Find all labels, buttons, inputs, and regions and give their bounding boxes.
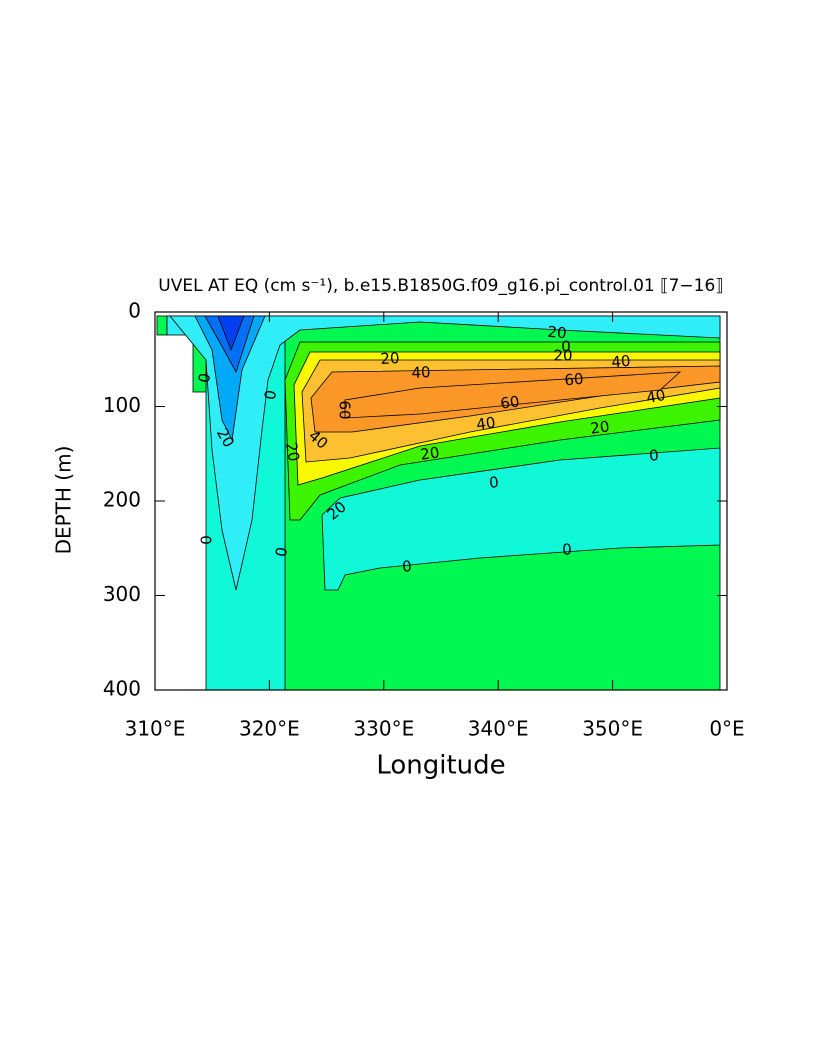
contour-label: 0 <box>488 473 499 492</box>
contour-label: 0 <box>272 546 291 559</box>
y-axis-label: DEPTH (m) <box>52 446 76 555</box>
contour-label: 0 <box>562 540 572 558</box>
x-tick-label: 330°E <box>353 717 414 741</box>
contour-label: 60 <box>336 400 354 419</box>
x-tick-label: 320°E <box>239 717 300 741</box>
y-tick-label: 0 <box>128 299 141 323</box>
contour-label: 20 <box>419 443 440 463</box>
contour-label: 0 <box>561 338 571 356</box>
y-tick-label: 100 <box>103 393 141 417</box>
contour-label: 40 <box>411 363 431 382</box>
region <box>156 315 168 336</box>
region <box>321 447 721 591</box>
contour-label: 40 <box>611 352 632 372</box>
x-tick-label: 310°E <box>125 717 186 741</box>
region <box>194 315 266 442</box>
region <box>217 315 245 352</box>
contour-label: 20 <box>553 347 572 365</box>
contour-fill <box>156 315 721 691</box>
contour-label: 20 <box>547 323 568 343</box>
contour-label: 20 <box>282 441 303 463</box>
contour-label: 60 <box>499 392 520 412</box>
x-axis-label: Longitude <box>376 751 505 781</box>
y-tick-label: 300 <box>103 582 141 606</box>
y-tick-label: 400 <box>103 677 141 701</box>
contour-label: 20 <box>589 417 610 437</box>
region <box>344 371 682 419</box>
contour-label: 0 <box>401 557 412 576</box>
x-tick-label: 0°E <box>709 717 744 741</box>
x-tick-label: 350°E <box>582 717 643 741</box>
contour-label: 0 <box>261 389 280 402</box>
contour-label: 20 <box>380 349 400 368</box>
contour-label: 40 <box>645 386 667 407</box>
contour-label: 60 <box>564 370 585 390</box>
x-tick-label: 340°E <box>468 717 529 741</box>
y-tick-label: 200 <box>103 488 141 512</box>
contour-label: 40 <box>475 413 496 433</box>
contour-label: 0 <box>197 535 215 545</box>
chart-title: UVEL AT EQ (cm s⁻¹), b.e15.B1850G.f09_g1… <box>158 276 723 296</box>
contour-label: 0 <box>648 446 659 465</box>
contour-label: 0 <box>195 372 214 385</box>
